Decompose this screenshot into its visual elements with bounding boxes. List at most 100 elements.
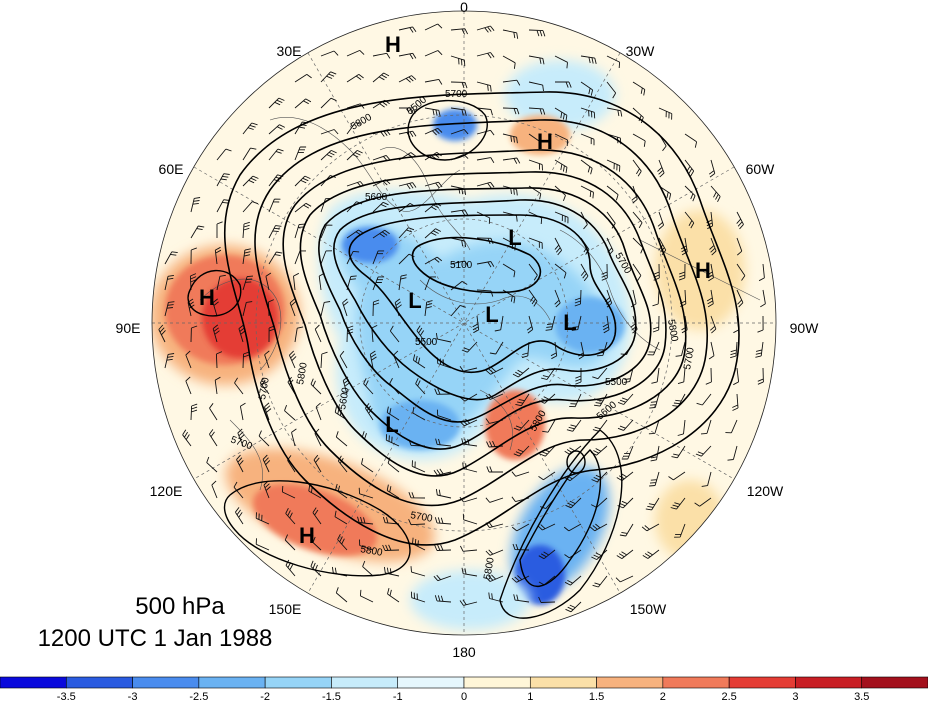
wind-barb: [398, 274, 407, 291]
wind-barb: [591, 471, 608, 483]
wind-barb: [672, 393, 686, 407]
wind-barb: [554, 133, 569, 147]
wind-barb: [398, 52, 417, 60]
coastlines: [199, 117, 761, 491]
wind-barb: [383, 566, 400, 577]
wind-barb: [372, 99, 390, 109]
valid-time-title: 1200 UTC 1 Jan 1988: [37, 625, 273, 652]
wind-barb: [580, 185, 594, 199]
wind-barb: [621, 445, 634, 460]
anomaly-shading: [152, 60, 745, 630]
wind-barb: [502, 289, 516, 304]
wind-barb: [485, 367, 504, 375]
wind-barb: [216, 221, 223, 238]
wind-barb: [410, 566, 426, 577]
wind-barb: [459, 418, 478, 427]
wind-barb: [700, 419, 712, 435]
wind-barb: [528, 55, 545, 65]
wind-barb: [671, 445, 686, 459]
wind-barb: [502, 29, 519, 39]
pressure-centers: H H H H H L L L L L: [199, 32, 711, 548]
wind-barb: [632, 81, 646, 96]
wind-barb: [450, 81, 468, 89]
wind-barb: [190, 225, 205, 239]
svg-text:5600: 5600: [337, 386, 352, 410]
wind-barb: [424, 23, 443, 31]
wind-barb: [472, 315, 480, 334]
wind-barb: [408, 492, 426, 499]
colorbar-swatch: [529, 676, 597, 689]
wind-barb: [601, 263, 608, 281]
wind-barb: [242, 147, 257, 161]
lon-label-90e: 90E: [116, 320, 141, 336]
wind-barb: [412, 354, 426, 369]
wind-barb: [209, 403, 218, 421]
wind-barb: [732, 393, 739, 411]
wind-barb: [434, 517, 452, 525]
low-center-hudson: L: [563, 310, 576, 335]
wind-barb: [733, 367, 740, 386]
low-center-greenland: L: [508, 225, 521, 250]
wind-barb: [398, 107, 416, 114]
wind-barb: [680, 237, 688, 256]
wind-barb: [320, 71, 337, 83]
wind-barb: [187, 298, 195, 317]
wind-barb: [538, 596, 556, 603]
wind-barb: [476, 52, 495, 59]
wind-barb: [216, 148, 232, 161]
wind-barb: [424, 127, 443, 136]
wind-barb: [410, 591, 426, 603]
wind-barb: [190, 197, 201, 213]
colorbar-tick-label: 3: [792, 691, 798, 702]
wind-barb: [476, 261, 495, 268]
lon-label-60e: 60E: [159, 161, 184, 177]
wind-barb: [424, 256, 443, 265]
wind-barb: [541, 367, 556, 380]
wind-barb: [539, 393, 556, 404]
wind-barb: [511, 575, 530, 583]
wind-barb: [435, 333, 452, 343]
wind-barb: [424, 181, 443, 189]
svg-text:5500: 5500: [415, 337, 438, 348]
wind-barb: [234, 377, 244, 395]
wind-barb: [727, 445, 738, 461]
colorbar-swatch: [198, 676, 266, 689]
wind-barb: [502, 79, 521, 86]
wind-barb: [242, 175, 259, 187]
colorbar-swatch: [397, 676, 465, 689]
wind-barb: [645, 497, 660, 511]
contour-small-closed: [566, 450, 586, 474]
wind-barb: [632, 159, 642, 177]
wind-barb: [606, 159, 621, 172]
wind-barb: [285, 507, 296, 525]
map-border: [151, 10, 777, 636]
wind-barb: [320, 301, 331, 317]
wind-barb: [653, 263, 660, 281]
colorbar-tick-label: 3.5: [854, 691, 869, 702]
wind-barb: [242, 301, 253, 317]
wind-barb: [424, 78, 443, 85]
warm-pacific-core: [253, 484, 377, 556]
wind-barb: [554, 159, 568, 174]
wind-barb: [757, 367, 764, 385]
wind-barb: [502, 157, 521, 164]
wind-barb: [701, 471, 712, 487]
wind-barb: [289, 298, 296, 317]
wind-barb: [359, 589, 374, 603]
wind-barb: [730, 341, 738, 359]
wind-barb: [461, 341, 478, 353]
wind-barb: [281, 485, 296, 499]
wind-barb: [725, 419, 738, 434]
wind-barb: [707, 263, 714, 282]
wind-barb: [415, 378, 426, 395]
wind-barb: [616, 549, 634, 559]
wind-barb: [616, 471, 634, 481]
lon-label-0: 0: [460, 0, 468, 15]
colorbar-swatch: [264, 676, 332, 689]
wind-barb: [476, 81, 492, 92]
cold-core-scand: [433, 109, 477, 141]
wind-barb: [320, 50, 339, 57]
wind-barb: [528, 289, 538, 307]
wind-barb: [362, 560, 374, 577]
